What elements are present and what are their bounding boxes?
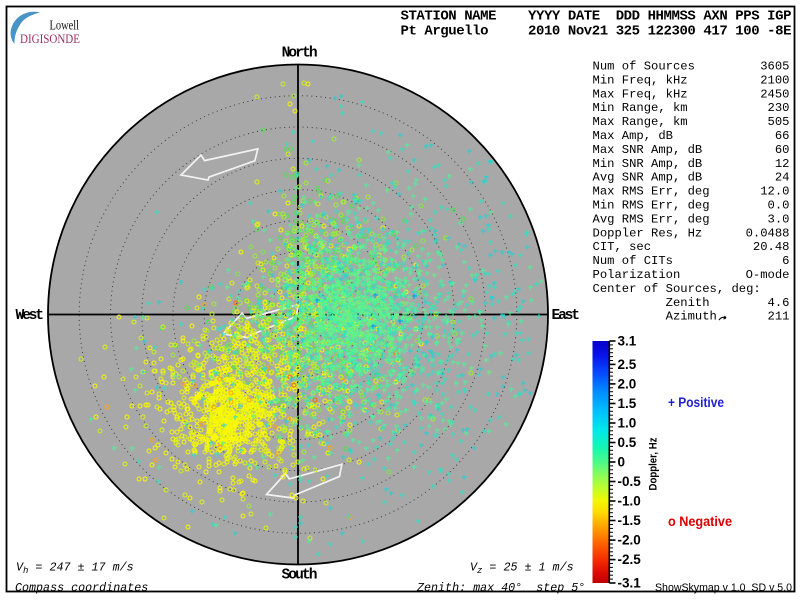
svg-text:Zenith: Zenith <box>593 296 710 310</box>
svg-text:East: East <box>552 308 581 324</box>
svg-text:Min RMS Err, deg: Min RMS Err, deg <box>593 199 710 213</box>
svg-text:-0.5: -0.5 <box>618 474 642 489</box>
svg-text:Max Freq, kHz: Max Freq, kHz <box>593 87 688 101</box>
svg-text:Compass coordinates: Compass coordinates <box>15 581 148 595</box>
svg-text:-1.0: -1.0 <box>618 494 641 509</box>
svg-text:Vz = 25 ± 1 m/s: Vz = 25 ± 1 m/s <box>470 561 574 577</box>
svg-text:YYYY DATE DDD HHMMSS AXN PPS: YYYY DATE DDD HHMMSS AXN PPS IGP <box>528 8 792 24</box>
svg-text:Doppler Res, Hz: Doppler Res, Hz <box>593 226 703 240</box>
svg-text:2100: 2100 <box>760 73 789 87</box>
svg-text:Min Freq, kHz: Min Freq, kHz <box>593 73 688 87</box>
svg-text:Vh = 247 ± 17 m/s: Vh = 247 ± 17 m/s <box>16 561 134 577</box>
svg-text:Avg SNR Amp, dB: Avg SNR Amp, dB <box>593 171 703 185</box>
svg-text:2.5: 2.5 <box>618 357 637 372</box>
svg-text:Min Range, km: Min Range, km <box>593 101 688 115</box>
svg-text:South: South <box>282 568 318 584</box>
svg-text:Pt Arguello: Pt Arguello <box>401 24 489 40</box>
svg-text:505: 505 <box>768 115 790 129</box>
svg-text:Min SNR Amp, dB: Min SNR Amp, dB <box>593 157 703 171</box>
svg-text:DIGISONDE: DIGISONDE <box>20 32 80 46</box>
svg-text:O-mode: O-mode <box>746 268 790 282</box>
svg-text:0.5: 0.5 <box>618 435 637 450</box>
svg-text:2.0: 2.0 <box>618 376 637 391</box>
svg-text:-2.0: -2.0 <box>618 533 641 548</box>
svg-text:60: 60 <box>775 143 790 157</box>
svg-text:4.6: 4.6 <box>768 296 790 310</box>
svg-text:Max Amp, dB: Max Amp, dB <box>593 129 673 143</box>
svg-text:Center of Sources, deg:: Center of Sources, deg: <box>593 282 761 296</box>
svg-text:211: 211 <box>768 310 790 324</box>
svg-text:0: 0 <box>618 455 626 470</box>
svg-text:-2.5: -2.5 <box>618 552 642 567</box>
svg-text:CIT, sec: CIT, sec <box>593 240 652 254</box>
svg-text:West: West <box>16 308 45 324</box>
svg-text:0.0: 0.0 <box>768 199 790 213</box>
svg-text:Max SNR Amp, dB: Max SNR Amp, dB <box>593 143 703 157</box>
svg-text:Avg RMS Err, deg: Avg RMS Err, deg <box>593 212 710 226</box>
svg-text:Zenith: max 40° step 5°: Zenith: max 40° step 5° <box>416 581 585 595</box>
svg-text:+ Positive: + Positive <box>668 395 724 410</box>
svg-text:-1.5: -1.5 <box>618 513 642 528</box>
svg-text:Azimuth: Azimuth <box>593 310 717 324</box>
svg-text:-3.1: -3.1 <box>618 576 642 591</box>
svg-text:STATION NAME: STATION NAME <box>401 8 497 24</box>
svg-text:o Negative: o Negative <box>668 514 732 529</box>
svg-text:Lowell: Lowell <box>50 18 80 33</box>
svg-text:North: North <box>282 46 318 62</box>
svg-text:66: 66 <box>775 129 790 143</box>
svg-text:230: 230 <box>768 101 790 115</box>
svg-text:1.0: 1.0 <box>618 416 637 431</box>
svg-text:20.48: 20.48 <box>753 240 790 254</box>
svg-text:12.0: 12.0 <box>760 185 789 199</box>
svg-text:3.0: 3.0 <box>768 212 790 226</box>
svg-text:6: 6 <box>782 254 789 268</box>
svg-text:3.1: 3.1 <box>618 334 637 349</box>
svg-text:Num of Sources: Num of Sources <box>593 60 695 74</box>
svg-text:3605: 3605 <box>760 60 789 74</box>
svg-text:Num of CITs: Num of CITs <box>593 254 673 268</box>
svg-text:24: 24 <box>775 171 790 185</box>
svg-text:12: 12 <box>775 157 790 171</box>
svg-text:2450: 2450 <box>760 87 789 101</box>
svg-text:2010 Nov21 325 122300 417 100: 2010 Nov21 325 122300 417 100 -8E <box>528 24 792 40</box>
svg-text:ShowSkymap v 1.0 SD v 5.0: ShowSkymap v 1.0 SD v 5.0 <box>655 582 792 594</box>
svg-text:Max Range, km: Max Range, km <box>593 115 688 129</box>
svg-text:0.0488: 0.0488 <box>746 226 790 240</box>
svg-text:Polarization: Polarization <box>593 268 681 282</box>
svg-text:1.5: 1.5 <box>618 396 637 411</box>
svg-text:Max RMS Err, deg: Max RMS Err, deg <box>593 185 710 199</box>
svg-text:Doppler, Hz: Doppler, Hz <box>648 437 660 490</box>
